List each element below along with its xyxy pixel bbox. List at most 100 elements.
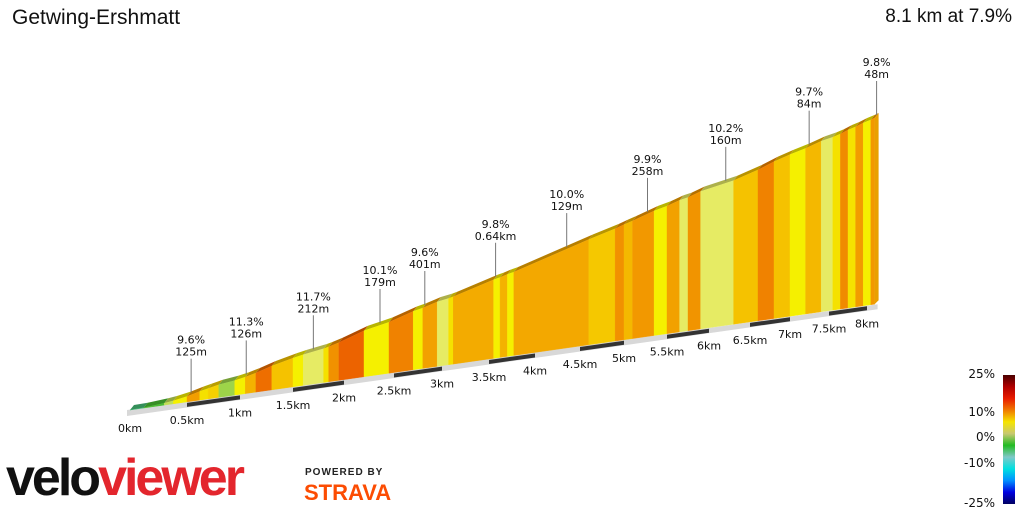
gradient-segment [832,133,841,311]
x-tick-label: 4km [523,364,547,377]
segment-top-face [848,121,860,131]
annotation-grade: 10.0% [549,188,584,201]
gradient-segment [588,228,616,346]
segment-top-face [338,325,368,343]
climb-summary: 8.1 km at 7.9% [885,6,1012,27]
gradient-segment [448,296,454,365]
annotation-length: 129m [551,200,583,213]
gradient-segment [653,205,668,336]
gradient-segment [328,342,340,382]
km-band-dark [750,317,790,327]
annotation-length: 258m [632,165,664,178]
segment-top-face [364,317,393,331]
x-tick-label: 6km [697,340,721,353]
gradient-segment [666,199,680,334]
km-band-dark [489,353,535,364]
segment-top-face [255,360,276,374]
km-band-dark [667,328,709,339]
gradient-segment [632,210,655,339]
legend-label-minus25: -25% [963,496,995,510]
segment-top-face [234,372,250,381]
km-band-dark [580,340,624,352]
x-tick-label: 2.5km [377,384,412,397]
segment-top-face [453,274,498,297]
gradient-segment [292,354,304,388]
segment-top-face [303,343,328,355]
segment-top-face [588,223,620,240]
segment-top-face [187,386,204,397]
gradient-segment [513,239,589,356]
segment-top-face [208,379,223,389]
segment-top-face [143,398,169,408]
x-tick-label: 3km [430,378,454,391]
segment-top-face [700,175,738,192]
annotation-length: 212m [298,302,330,315]
gradient-segment [840,129,849,310]
segment-top-face [199,383,213,392]
annotation-grade: 9.6% [411,246,439,259]
gradient-segment [700,180,734,330]
segment-top-face [293,349,308,359]
x-tick-label: 8km [855,317,879,330]
segment-top-face [513,234,593,273]
gradient-segment [303,348,324,386]
annotation-length: 179m [364,276,396,289]
gradient-segment [805,140,822,315]
gradient-segment [870,117,875,305]
gradient-segment [323,346,329,383]
segment-top-face [667,195,684,207]
annotation-grade: 9.8% [482,218,510,231]
gradient-segment [437,298,449,367]
gradient-segment [363,321,390,377]
segment-top-face [688,186,705,198]
segment-top-face [832,129,845,138]
gradient-segment [413,307,423,370]
veloviewer-logo[interactable]: veloviewer [6,452,245,504]
x-tick-label: 4.5km [563,358,598,371]
x-tick-label: 5.5km [650,346,685,359]
x-tick-label: 0.5km [170,414,205,427]
gradient-segment [388,311,414,374]
annotation-grade: 10.2% [708,122,743,135]
x-tick-label: 1.5km [276,399,311,412]
gradient-segment [623,220,633,341]
annotation-length: 125m [175,346,207,359]
legend-label-10: 10% [968,405,995,419]
annotation-length: 126m [230,327,262,340]
gradient-segment [847,126,856,309]
annotation-grade: 11.3% [229,315,264,328]
segment-top-face [422,296,442,309]
annotation-grade: 11.7% [296,290,331,303]
x-tick-label: 5km [612,352,636,365]
x-tick-label: 7.5km [812,323,847,336]
strava-logo[interactable]: STRAVA [304,480,392,505]
annotation-length: 84m [797,98,822,111]
gradient-segment [493,277,501,359]
x-tick-label: 2km [332,392,356,405]
segment-top-face [855,117,868,127]
segment-top-face [328,337,343,347]
segment-top-face [615,219,628,229]
x-tick-label: 6.5km [733,334,768,347]
gradient-segment [863,119,871,307]
segment-top-face [413,303,427,312]
gradient-segment [679,197,689,333]
gradient-segment [615,224,625,342]
km-band-dark [293,380,344,392]
x-tick-label: 7km [778,328,802,341]
gradient-legend-bar [1003,375,1015,504]
climb-title: Getwing-Ershmatt [12,6,181,29]
km-band-dark [394,366,442,378]
km-band-dark [829,306,867,316]
annotation-length: 48m [864,68,889,81]
segment-top-face [271,353,297,366]
segment-top-face [632,205,659,221]
km-band-dark [187,395,240,407]
segment-top-face [493,272,505,280]
segment-top-face [654,201,671,211]
segment-top-face [863,114,875,123]
annotation-length: 0.64km [475,230,517,243]
segment-top-face [173,391,191,401]
x-tick-label: 3.5km [472,371,507,384]
